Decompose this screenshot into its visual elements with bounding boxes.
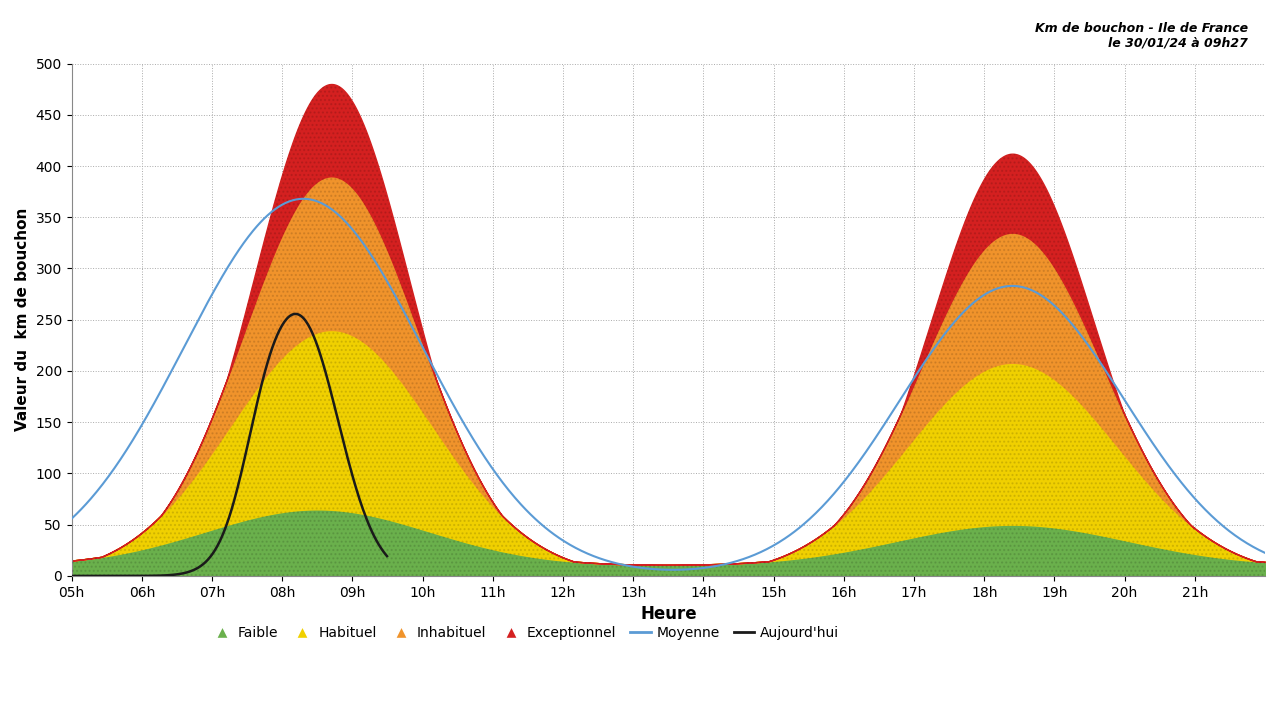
Y-axis label: Valeur du  km de bouchon: Valeur du km de bouchon xyxy=(15,208,29,432)
Legend: Faible, Habituel, Inhabituel, Exceptionnel, Moyenne, Aujourd'hui: Faible, Habituel, Inhabituel, Exceptionn… xyxy=(206,621,845,646)
X-axis label: Heure: Heure xyxy=(640,605,696,623)
Text: Km de bouchon - Ile de France
le 30/01/24 à 09h27: Km de bouchon - Ile de France le 30/01/2… xyxy=(1034,22,1248,49)
